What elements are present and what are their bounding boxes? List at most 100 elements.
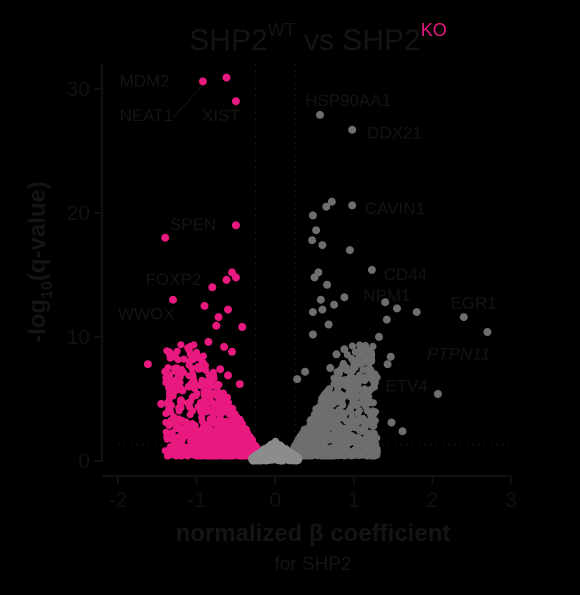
data-point-pink [169, 392, 177, 400]
data-point-pink [170, 379, 178, 387]
data-point-gray [350, 374, 358, 382]
data-point-pink [186, 403, 194, 411]
data-point-pink [174, 356, 182, 364]
data-point-gray [318, 305, 327, 314]
y-tick-label: 30 [67, 78, 90, 101]
data-point-gray [301, 367, 310, 376]
data-point-gray [338, 399, 346, 407]
data-point-pink [184, 422, 192, 430]
data-point-pink [186, 398, 194, 406]
data-point-ns [271, 444, 279, 452]
title-prefix: SHP2 [189, 24, 267, 57]
x-axis-title: normalized β coefficient [176, 520, 451, 547]
data-point-ns [251, 456, 259, 464]
data-point-ns [259, 452, 267, 461]
data-point-gray [361, 347, 369, 355]
gene-label: NEAT1 [120, 106, 174, 125]
data-point-gray [340, 410, 348, 418]
data-point-gray [459, 313, 468, 322]
data-point-gray [308, 437, 316, 445]
data-point-gray [316, 295, 325, 304]
data-point-pink [216, 365, 225, 374]
gene-label: SPEN [170, 215, 216, 234]
data-point-gray [368, 437, 376, 445]
series-pink [143, 73, 247, 413]
gene-label: FOXP2 [146, 270, 202, 289]
data-point-gray [398, 427, 407, 436]
cluster-ns [248, 437, 303, 465]
gene-label: HSP90AA1 [305, 91, 391, 110]
data-point-gray [340, 293, 349, 302]
data-point-gray [366, 429, 374, 437]
data-point-gray [364, 365, 373, 373]
data-point-pink [188, 355, 197, 364]
data-point-gray [433, 390, 442, 398]
data-point-gray [387, 418, 396, 427]
data-point-pink [210, 401, 219, 409]
data-point-pink [178, 366, 186, 374]
data-point-pink [222, 275, 231, 284]
data-point-pink [226, 445, 234, 453]
data-point-gray [367, 265, 376, 274]
data-point-pink [157, 399, 166, 408]
data-point-pink [176, 396, 185, 405]
data-point-pink [228, 410, 236, 418]
data-point-ns [292, 455, 300, 463]
data-point-pink [207, 407, 215, 415]
axes-layer: 0 10 20 30 -2 -1 0 1 2 3 [67, 64, 517, 512]
data-point-pink [224, 305, 232, 314]
data-point-pink [176, 452, 184, 460]
data-point-gray [318, 452, 327, 460]
gene-label: CD44 [384, 265, 427, 284]
data-point-pink [200, 301, 209, 310]
data-point-gray [367, 346, 375, 354]
plot-area [118, 64, 511, 461]
title-middle: vs SHP2 [296, 24, 421, 57]
data-point-pink [231, 273, 240, 282]
data-point-gray [371, 372, 380, 381]
data-point-pink [201, 397, 209, 405]
data-point-gray [291, 442, 299, 450]
data-point-pink [249, 436, 257, 444]
data-point-gray [293, 375, 302, 384]
data-point-gray [361, 341, 370, 350]
data-point-ns [266, 456, 274, 464]
data-point-gray [354, 409, 362, 417]
data-point-pink [199, 424, 207, 432]
data-point-pink [224, 371, 232, 380]
data-point-pink [210, 429, 218, 437]
data-point-gray [393, 304, 401, 313]
data-point-gray [308, 236, 317, 245]
data-point-gray [483, 328, 492, 336]
data-point-gray [315, 403, 323, 411]
data-point-gray [322, 202, 331, 211]
data-point-gray [330, 300, 339, 309]
data-point-pink [244, 441, 253, 449]
data-point-pink [176, 379, 184, 387]
data-point-pink [214, 313, 223, 322]
data-point-gray [335, 451, 343, 460]
series-gray [293, 110, 492, 436]
data-point-gray [369, 399, 377, 407]
data-point-pink [165, 404, 174, 413]
x-tick-label: 2 [427, 489, 439, 512]
data-point-gray [318, 418, 326, 426]
data-point-gray [336, 430, 344, 438]
data-point-pink [196, 353, 204, 361]
data-point-pink [231, 97, 240, 106]
data-point-pink [198, 376, 206, 384]
cluster-pink [161, 341, 262, 460]
data-point-pink [198, 435, 206, 443]
data-point-gray [338, 380, 346, 389]
data-point-gray [373, 451, 381, 459]
data-point-pink [196, 445, 204, 453]
data-point-gray [318, 436, 326, 444]
data-point-gray [323, 280, 332, 289]
data-point-gray [298, 444, 306, 452]
data-point-pink [169, 387, 177, 395]
y-axis-title: -log10(q-value) [24, 181, 56, 343]
data-point-pink [143, 360, 152, 369]
data-point-gray [332, 444, 340, 452]
data-point-gray [342, 436, 350, 444]
data-point-gray [361, 392, 370, 401]
